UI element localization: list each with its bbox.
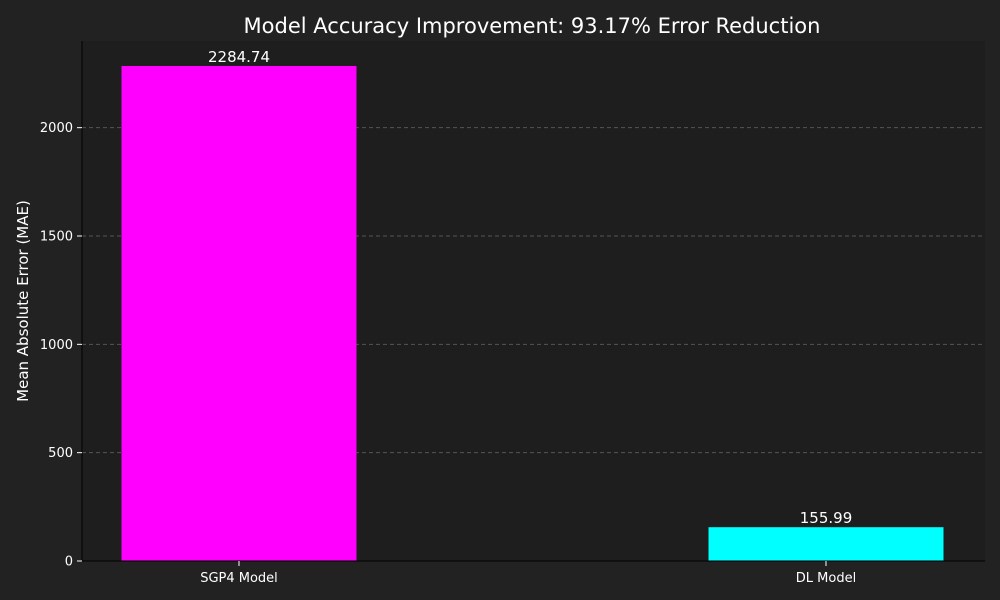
y-axis-label: Mean Absolute Error (MAE) [14,200,32,402]
y-tick-label: 0 [65,555,73,570]
y-tick-label: 1500 [40,230,73,245]
chart-title: Model Accuracy Improvement: 93.17% Error… [244,14,821,38]
bars [121,65,944,562]
ticks: 0 500 1000 1500 2000 SGP4 Model DL Model [40,121,856,586]
y-tick-label: 2000 [40,121,73,136]
bar-value-label: 155.99 [800,509,853,527]
y-tick-label: 1000 [40,338,73,353]
x-tick-label: SGP4 Model [200,571,278,586]
bar-sgp4-model [121,65,357,562]
data-labels: 2284.74 155.99 [208,48,852,527]
y-tick-label: 500 [48,446,73,461]
bar-dl-model [708,527,944,561]
bar-value-label: 2284.74 [208,48,270,66]
x-tick-label: DL Model [796,571,856,586]
